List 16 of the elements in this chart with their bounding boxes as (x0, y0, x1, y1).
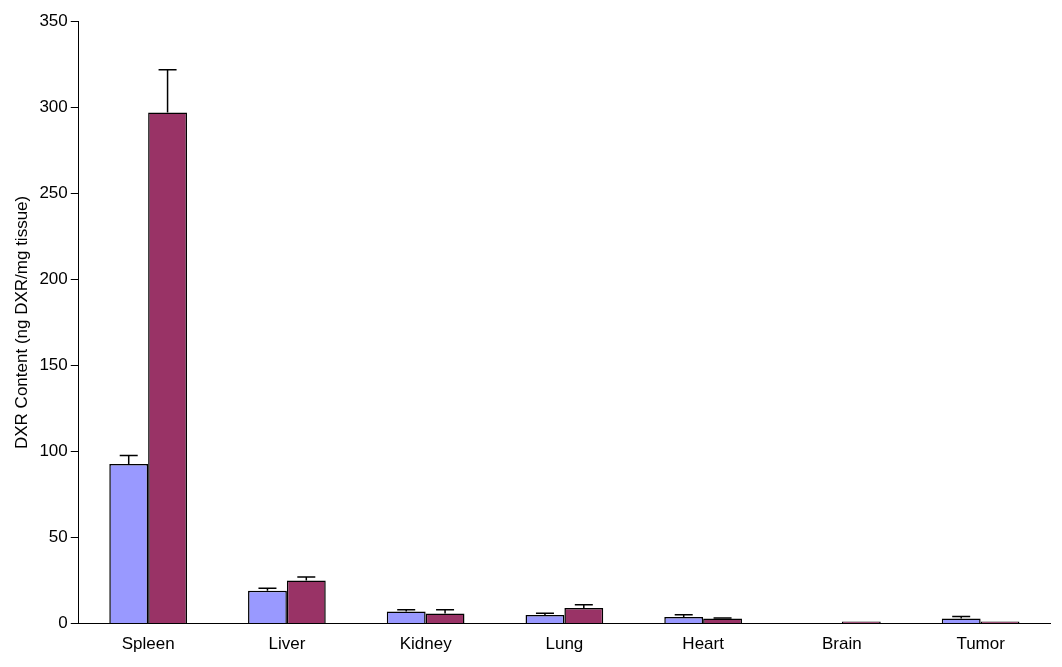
x-tick-label: Kidney (399, 634, 453, 654)
x-tick-label: Lung (545, 634, 584, 654)
y-tick-label: 300 (39, 96, 68, 116)
x-tick-label: Heart (682, 634, 725, 654)
y-tick-label: 50 (48, 527, 68, 547)
x-tick-label: Liver (268, 634, 306, 654)
y-axis-title: DXR Content (ng DXR/mg tissue) (11, 195, 31, 449)
y-tick-label: 0 (58, 613, 68, 633)
y-tick-label: 150 (39, 355, 68, 375)
y-tick-label: 250 (39, 183, 68, 202)
x-tick-label: Tumor (956, 634, 1006, 654)
y-tick-label: 200 (39, 269, 68, 289)
y-tick-label: 100 (39, 441, 68, 461)
y-tick-label: 350 (39, 10, 68, 30)
x-tick-label: Spleen (121, 634, 175, 654)
x-tick-label: Brain (822, 634, 862, 654)
